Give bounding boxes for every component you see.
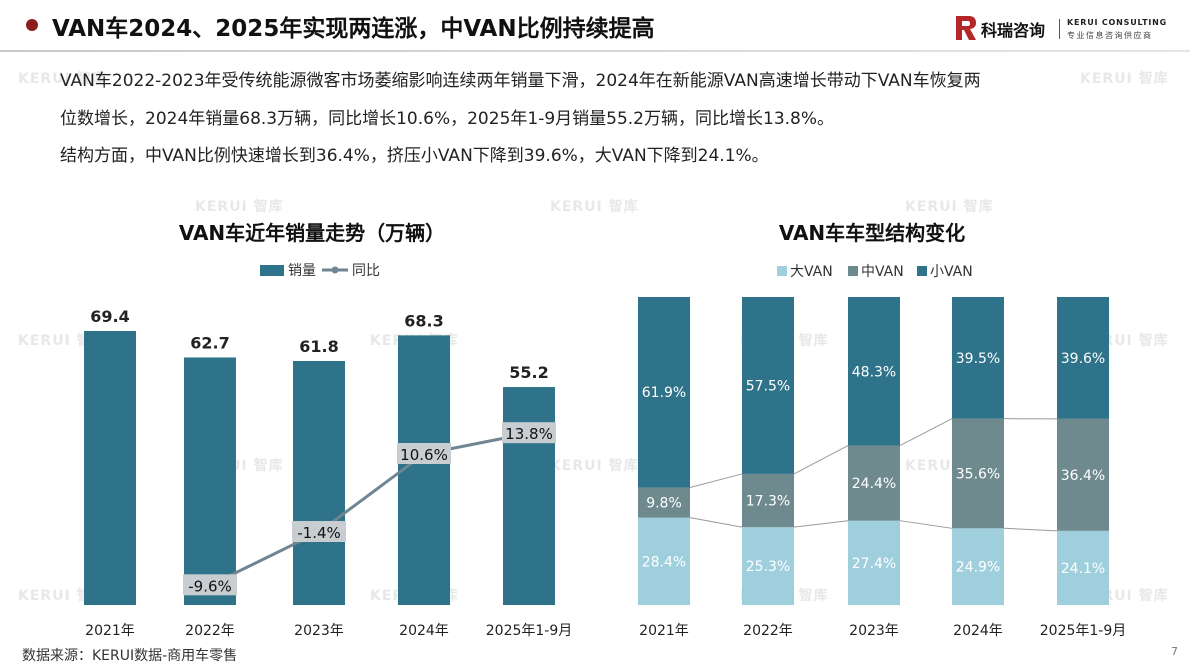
sales-value-label: 68.3 <box>404 311 443 330</box>
x-tick-label: 2021年 <box>85 623 135 639</box>
yoy-label-background <box>183 574 237 596</box>
yoy-value-label: -9.6% <box>188 577 232 595</box>
title-bullet <box>26 19 38 31</box>
sales-value-label: 69.4 <box>90 307 129 326</box>
logo-english-name: KERUI CONSULTING <box>1067 18 1167 27</box>
sales-chart-title: VAN车近年销量走势（万辆） <box>179 221 445 245</box>
kerui-watermark: KERUI 智库 <box>550 458 639 474</box>
sales-value-label: 55.2 <box>509 363 548 382</box>
sales-value-label: 62.7 <box>190 333 229 352</box>
sales-bar <box>503 387 555 605</box>
yoy-line <box>209 431 530 587</box>
kerui-watermark: KERUI 智库 <box>195 199 284 215</box>
logo-chinese-name: 科瑞咨询 <box>981 21 1046 40</box>
title-bar: VAN车2024、2025年实现两连涨，中VAN比例持续提高 科瑞咨询 KERU… <box>0 0 1190 56</box>
logo-divider <box>1059 19 1060 39</box>
kerui-watermark: KERUI 智库 <box>18 588 107 604</box>
page-number: 7 <box>1171 645 1178 658</box>
yoy-label-background <box>502 422 556 444</box>
x-tick-label: 2022年 <box>185 623 235 639</box>
yoy-label-background <box>397 443 451 464</box>
x-tick-label: 2025年1-9月 <box>486 623 573 639</box>
yoy-value-label: 10.6% <box>400 446 448 464</box>
kerui-logo-icon <box>956 16 976 40</box>
page-title: VAN车2024、2025年实现两连涨，中VAN比例持续提高 <box>52 16 655 42</box>
title-divider <box>0 50 1190 52</box>
kerui-watermark: KERUI 智库 <box>1080 71 1169 87</box>
yoy-value-label: -1.4% <box>297 524 341 542</box>
kerui-watermark: KERUI 智库 <box>18 333 107 349</box>
sales-value-label: 61.8 <box>299 337 338 356</box>
summary-line-3: 结构方面，中VAN比例快速增长到36.4%，挤压小VAN下降到39.6%，大VA… <box>60 146 769 166</box>
summary-line-1: VAN车2022-2023年受传统能源微客市场萎缩影响连续两年销量下滑，2024… <box>60 71 981 91</box>
x-tick-label: 2024年 <box>399 623 449 639</box>
sales-bar <box>84 331 136 605</box>
yoy-label-background <box>292 521 346 542</box>
summary-line-2: 位数增长，2024年销量68.3万辆，同比增长10.6%，2025年1-9月销量… <box>60 109 835 129</box>
kerui-watermark: KERUI 智库 <box>18 71 107 87</box>
company-logo: 科瑞咨询 KERUI CONSULTING 专业信息咨询供应商 <box>955 13 1170 45</box>
data-source-note: 数据来源：KERUI数据-商用车零售 <box>22 648 238 664</box>
sales-bar <box>293 361 345 605</box>
legend-swatch-sales <box>260 265 284 276</box>
legend-label-sales: 销量 <box>288 263 316 279</box>
yoy-value-label: 13.8% <box>505 425 553 443</box>
logo-tagline: 专业信息咨询供应商 <box>1067 31 1153 40</box>
x-tick-label: 2023年 <box>294 623 344 639</box>
legend-marker-yoy <box>331 266 339 274</box>
kerui-watermark: KERUI 智库 <box>905 199 994 215</box>
sales-bar <box>398 335 450 605</box>
kerui-watermark: KERUI 智库 <box>550 199 639 215</box>
sales-bar <box>184 357 236 605</box>
legend-label-yoy: 同比 <box>352 263 380 279</box>
